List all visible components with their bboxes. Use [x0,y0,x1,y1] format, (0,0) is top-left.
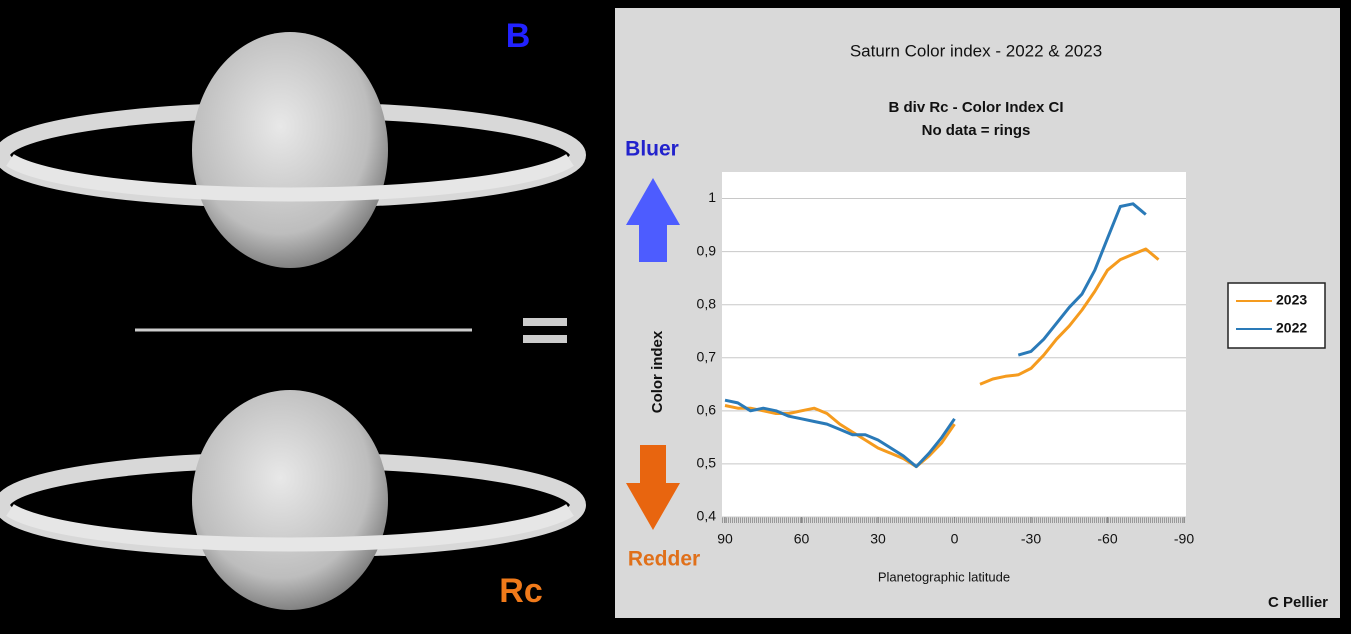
y-tick-label: 0,6 [697,402,717,418]
x-tick-label: -90 [1174,531,1194,547]
filter-label: Rc [499,572,542,610]
saturn-b [0,32,586,268]
plot-area [722,172,1186,517]
series-line [724,202,1147,469]
y-axis-label: Color index [649,330,666,413]
redder-arrow [626,445,680,530]
y-tick-label: 0,5 [697,455,717,471]
saturn-rc [0,390,586,610]
chart-subtitle: No data = rings [922,122,1031,139]
y-tick-label: 0,9 [697,242,717,258]
redder-label: Redder [628,548,700,571]
x-tick-label: 90 [717,531,733,547]
filter-label: B [506,17,531,55]
x-tick-label: 60 [794,531,810,547]
x-tick-label: -30 [1021,531,1041,547]
equals-sign [523,335,567,343]
equals-sign [523,318,567,326]
bluer-arrow [626,178,680,262]
x-tick-label: 30 [870,531,886,547]
x-tick-label: 0 [951,531,959,547]
chart-subtitle: B div Rc - Color Index CI [888,99,1063,116]
legend-label: 2023 [1276,292,1307,308]
x-tick-label: -60 [1097,531,1117,547]
y-tick-label: 0,4 [697,508,717,524]
y-tick-label: 0,8 [697,295,717,311]
x-axis-label: Planetographic latitude [878,569,1010,584]
legend-label: 2022 [1276,320,1307,336]
credit: C Pellier [1268,594,1328,611]
y-tick-label: 0,7 [697,348,717,364]
y-tick-label: 1 [708,189,716,205]
legend-box [1227,282,1326,349]
chart-title: Saturn Color index - 2022 & 2023 [850,41,1102,60]
bluer-label: Bluer [625,138,679,161]
